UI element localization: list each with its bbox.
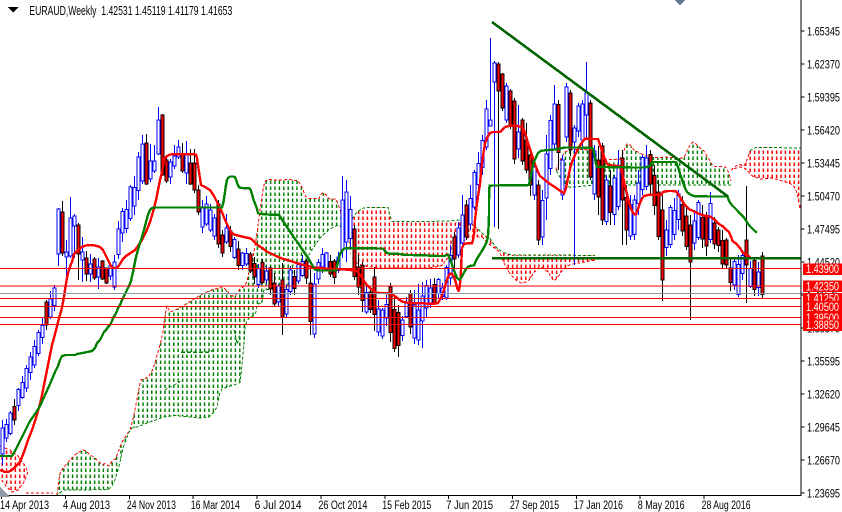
svg-text:1.56420: 1.56420: [807, 123, 840, 137]
svg-text:1.29645: 1.29645: [807, 420, 840, 434]
svg-text:1.43900: 1.43900: [806, 262, 839, 276]
svg-text:28 Aug 2016: 28 Aug 2016: [702, 500, 751, 512]
svg-text:1.65345: 1.65345: [807, 24, 840, 38]
svg-text:14 Apr 2013: 14 Apr 2013: [0, 500, 49, 512]
svg-text:15 Feb 2015: 15 Feb 2015: [382, 500, 431, 512]
svg-text:1.26670: 1.26670: [807, 453, 840, 467]
svg-text:1.47495: 1.47495: [807, 222, 840, 236]
svg-text:1.23695: 1.23695: [807, 486, 840, 500]
svg-text:26 Oct 2014: 26 Oct 2014: [318, 500, 367, 512]
svg-text:1.35595: 1.35595: [807, 354, 840, 368]
svg-text:1.62370: 1.62370: [807, 57, 840, 71]
svg-text:1.50470: 1.50470: [807, 189, 840, 203]
svg-text:17 Jan 2016: 17 Jan 2016: [574, 500, 623, 512]
svg-text:1.53445: 1.53445: [807, 156, 840, 170]
svg-text:4 Aug 2013: 4 Aug 2013: [63, 500, 110, 512]
svg-text:16 Mar 2014: 16 Mar 2014: [191, 500, 240, 512]
svg-text:1.40500: 1.40500: [806, 300, 839, 314]
svg-text:8 May 2016: 8 May 2016: [638, 500, 685, 512]
svg-text:24 Nov 2013: 24 Nov 2013: [127, 500, 176, 512]
svg-text:EURAUD,Weekly 1.42531 1.45119: EURAUD,Weekly 1.42531 1.45119 1.41179 1.…: [29, 4, 232, 18]
svg-text:1.42350: 1.42350: [806, 279, 839, 293]
svg-text:27 Sep 2015: 27 Sep 2015: [510, 500, 559, 512]
svg-text:1.32620: 1.32620: [807, 387, 840, 401]
svg-text:6 Jul 2014: 6 Jul 2014: [255, 500, 303, 512]
svg-text:7 Jun 2015: 7 Jun 2015: [446, 500, 493, 512]
svg-text:1.38850: 1.38850: [806, 318, 839, 332]
svg-text:1.59395: 1.59395: [807, 90, 840, 104]
